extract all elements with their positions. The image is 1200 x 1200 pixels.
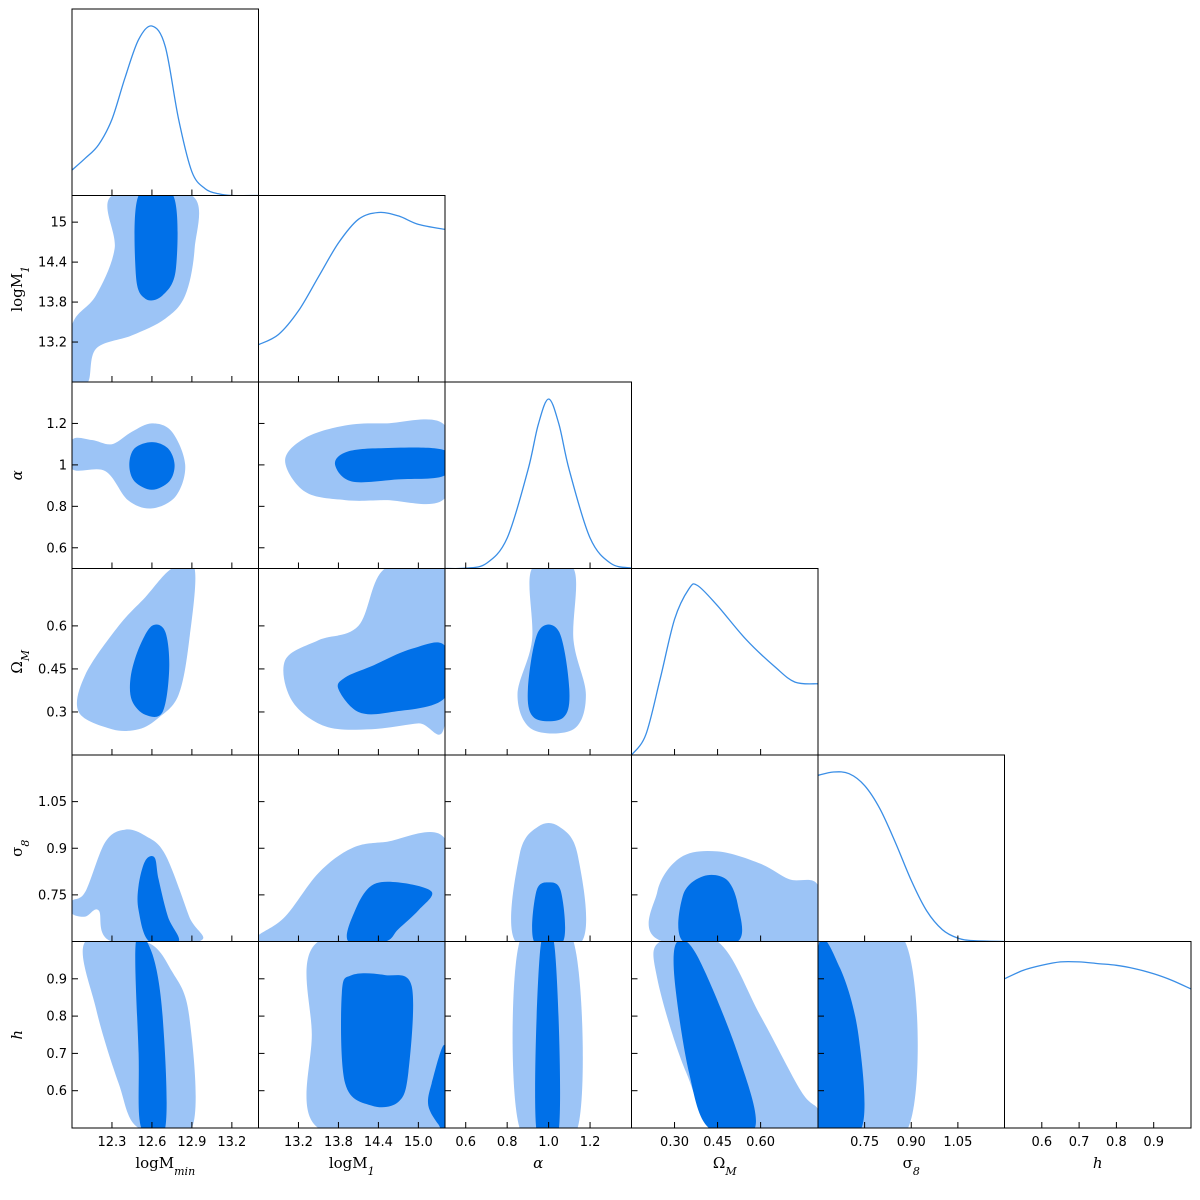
contour-68-logMmin-sigma8 xyxy=(137,855,180,942)
x-axis-label-alpha: α xyxy=(533,1154,543,1172)
y-tick-label-alpha: 0.6 xyxy=(46,541,67,556)
marginal-curve-OmegaM xyxy=(631,583,818,755)
x-tick-label-sigma8: 1.05 xyxy=(943,1135,972,1150)
contour-68-OmegaM-sigma8 xyxy=(678,874,743,942)
x-axis-label-h: h xyxy=(1093,1154,1103,1172)
contour-95-logMmin-sigma8 xyxy=(72,829,204,942)
contour-68-sigma8-h xyxy=(818,941,865,1128)
y-tick-label-logM1: 14.4 xyxy=(38,256,67,271)
x-tick-label-h: 0.9 xyxy=(1143,1135,1164,1150)
contour-68-alpha-sigma8 xyxy=(532,882,566,942)
y-tick-label-OmegaM: 0.45 xyxy=(38,662,67,677)
x-tick-label-alpha: 1.0 xyxy=(538,1135,559,1150)
y-tick-label-sigma8: 0.9 xyxy=(46,842,67,857)
y-tick-label-alpha: 0.8 xyxy=(46,500,67,515)
contour-95-logMmin-logM1 xyxy=(72,195,200,382)
y-axis-label-alpha: α xyxy=(8,470,26,480)
contour-panel-logM1-h xyxy=(306,941,445,1128)
y-tick-label-h: 0.6 xyxy=(46,1084,67,1099)
y-tick-label-h: 0.7 xyxy=(46,1047,67,1062)
contour-panel-alpha-sigma8 xyxy=(511,822,587,942)
marginal-curve-alpha xyxy=(445,398,632,569)
y-tick-label-logM1: 13.8 xyxy=(38,296,67,311)
contour-68-logM1-h xyxy=(340,973,414,1108)
y-tick-label-alpha: 1 xyxy=(59,458,67,473)
panel-frame-3-3 xyxy=(631,568,819,756)
y-tick-label-alpha: 1.2 xyxy=(46,417,67,432)
contour-panel-logMmin-h xyxy=(82,941,196,1128)
y-tick-label-h: 0.9 xyxy=(46,972,67,987)
contour-68-logMmin-alpha xyxy=(129,442,175,490)
contour-panel-logMmin-sigma8 xyxy=(72,829,204,942)
x-axis-label-logM1: logM1 xyxy=(329,1154,375,1178)
contour-68-logMmin-OmegaM xyxy=(129,624,170,717)
y-axis-label-sigma8: σ8 xyxy=(8,840,32,857)
x-tick-label-alpha: 0.8 xyxy=(497,1135,518,1150)
x-tick-label-sigma8: 0.90 xyxy=(897,1135,926,1150)
contour-panel-logMmin-logM1 xyxy=(72,195,200,382)
contour-panel-OmegaM-sigma8 xyxy=(648,850,818,942)
y-tick-label-sigma8: 1.05 xyxy=(38,795,67,810)
panel-frame-0-0 xyxy=(71,8,259,196)
x-axis-label-OmegaM: ΩM xyxy=(713,1154,737,1178)
marginal-curve-h xyxy=(1004,960,1191,990)
contour-panel-alpha-OmegaM xyxy=(517,568,586,734)
x-tick-label-logM1: 14.4 xyxy=(364,1135,393,1150)
x-tick-label-alpha: 1.2 xyxy=(580,1135,601,1150)
x-tick-label-logMmin: 13.2 xyxy=(217,1135,246,1150)
contour-panel-logM1-OmegaM xyxy=(283,568,445,735)
contour-68-alpha-OmegaM xyxy=(527,624,570,722)
x-axis-label-sigma8: σ8 xyxy=(903,1154,920,1178)
y-tick-label-logM1: 13.2 xyxy=(38,336,67,351)
x-tick-label-h: 0.6 xyxy=(1031,1135,1052,1150)
contour-68-logM1-sigma8 xyxy=(346,881,433,942)
contour-panel-logM1-alpha xyxy=(285,419,445,505)
contour-panel-logM1-sigma8 xyxy=(258,831,445,942)
panel-frame-5-5 xyxy=(1004,941,1192,1129)
contour-panel-OmegaM-h xyxy=(653,941,818,1128)
contour-68-logMmin-logM1 xyxy=(134,195,178,301)
contour-panel-logMmin-OmegaM xyxy=(76,568,196,731)
y-tick-label-h: 0.8 xyxy=(46,1010,67,1025)
panel-frame-2-2 xyxy=(444,381,632,569)
x-tick-label-logM1: 15.0 xyxy=(404,1135,433,1150)
y-axis-label-logM1: logM1 xyxy=(8,266,32,312)
marginal-curve-logM1 xyxy=(258,211,445,346)
y-axis-label-h: h xyxy=(8,1030,26,1040)
x-tick-label-sigma8: 0.75 xyxy=(850,1135,879,1150)
marginal-curve-logMmin xyxy=(72,25,259,196)
x-tick-label-OmegaM: 0.60 xyxy=(746,1135,775,1150)
contour-panel-sigma8-h xyxy=(818,941,918,1128)
x-tick-label-h: 0.8 xyxy=(1106,1135,1127,1150)
contour-68-OmegaM-h xyxy=(673,941,756,1128)
y-tick-label-OmegaM: 0.3 xyxy=(46,705,67,720)
x-tick-label-OmegaM: 0.30 xyxy=(660,1135,689,1150)
y-tick-label-OmegaM: 0.6 xyxy=(46,619,67,634)
x-tick-label-logMmin: 12.6 xyxy=(137,1135,166,1150)
contour-panel-logMmin-alpha xyxy=(72,423,186,509)
panel-frame-4-4 xyxy=(817,754,1005,942)
x-tick-label-OmegaM: 0.45 xyxy=(703,1135,732,1150)
contour-68b-logM1-h xyxy=(427,1044,445,1128)
x-axis-label-logMmin: logMmin xyxy=(135,1154,195,1178)
x-tick-label-alpha: 0.6 xyxy=(455,1135,476,1150)
y-tick-label-logM1: 15 xyxy=(50,216,67,231)
contour-68-alpha-h xyxy=(535,941,561,1128)
contour-panel-alpha-h xyxy=(512,941,583,1128)
contour-68-logMmin-h xyxy=(135,941,167,1128)
x-tick-label-logM1: 13.8 xyxy=(324,1135,353,1150)
x-tick-label-logMmin: 12.3 xyxy=(97,1135,126,1150)
x-tick-label-logMmin: 12.9 xyxy=(177,1135,206,1150)
y-axis-label-OmegaM: ΩM xyxy=(8,649,32,673)
contour-95-alpha-sigma8 xyxy=(511,822,587,942)
y-tick-label-sigma8: 0.75 xyxy=(38,888,67,903)
marginal-curve-sigma8 xyxy=(818,771,1005,942)
contour-68-logM1-alpha xyxy=(334,447,445,483)
contour-68-logM1-OmegaM xyxy=(337,642,445,715)
x-tick-label-h: 0.7 xyxy=(1069,1135,1090,1150)
x-tick-label-logM1: 13.2 xyxy=(284,1135,313,1150)
